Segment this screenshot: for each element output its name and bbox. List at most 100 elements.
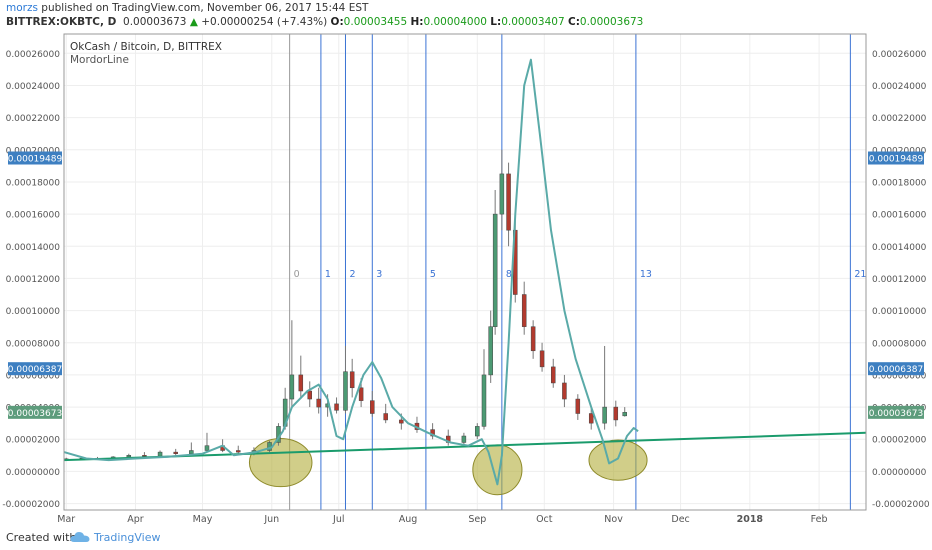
high-value: 0.00004000	[423, 16, 487, 28]
candle-body	[613, 406, 619, 421]
y-tick-label-right: 0.00002000	[872, 436, 927, 446]
close-value: 0.00003673	[579, 16, 644, 28]
x-tick-label: Feb	[811, 514, 828, 525]
last-price: 0.00003673	[123, 16, 187, 28]
x-tick-label: May	[193, 514, 213, 525]
y-tick-label-right: 0.00014000	[872, 243, 927, 253]
y-tick-label-right: 0.00012000	[872, 275, 927, 285]
candle-body	[204, 445, 210, 451]
y-tick-label-right: 0.00000000	[872, 468, 927, 478]
price-label-left: 0.00006387	[8, 365, 62, 375]
price-label-right: 0.00006387	[869, 365, 923, 375]
x-tick-label: 2018	[737, 514, 764, 525]
close-key: C:	[568, 16, 580, 28]
candle-body	[289, 374, 295, 400]
y-tick-label-right: 0.00020000	[872, 146, 927, 156]
published-text: published on TradingView.com, November 0…	[41, 2, 369, 14]
mordorline-group	[63, 58, 639, 486]
author-link[interactable]: morzs	[6, 2, 38, 14]
candle-body	[307, 390, 312, 400]
x-tick-label: Jul	[332, 514, 344, 525]
price-label-bg-left	[8, 151, 62, 165]
candle-body	[370, 400, 375, 414]
highlight-ellipse	[472, 444, 523, 496]
candle-body	[539, 350, 545, 368]
y-tick-label-left: 0.00000000	[6, 468, 61, 478]
y-tick-label-right: 0.00026000	[872, 50, 927, 60]
y-tick-label-right: 0.00008000	[872, 339, 927, 349]
y-tick-label-right: 0.00018000	[872, 178, 927, 188]
price-label-left: 0.00019489	[8, 155, 63, 165]
ohlc-line: BITTREX:OKBTC, D 0.00003673 ▲ +0.0000025…	[6, 16, 643, 28]
candle-body	[334, 403, 339, 411]
candle-body	[481, 374, 487, 427]
y-tick-label-left: 0.00010000	[6, 307, 61, 317]
y-tick-label-left: 0.00020000	[6, 146, 61, 156]
high-key: H:	[410, 16, 424, 28]
candle-body	[399, 419, 404, 424]
plot-border	[63, 33, 867, 511]
x-tick-label: Jun	[263, 514, 279, 525]
y-tick-label-left: 0.00012000	[6, 275, 61, 285]
y-tick-label-left: 0.00026000	[6, 50, 61, 60]
x-tick-label: Dec	[671, 514, 689, 525]
x-tick-label: Apr	[127, 514, 144, 525]
candle-body	[173, 451, 178, 454]
up-arrow-icon: ▲	[189, 16, 198, 28]
candle-body	[189, 450, 194, 454]
candle-body	[492, 213, 498, 327]
low-value: 0.00003407	[501, 16, 565, 28]
candle-body	[343, 371, 348, 411]
fib-label: 13	[640, 269, 652, 280]
price-label-left: 0.00003673	[8, 409, 62, 419]
x-tick-label: Aug	[399, 514, 418, 525]
fib-label: 2	[349, 269, 355, 280]
y-tick-label-left: -0.00002000	[2, 500, 60, 510]
y-tick-label-left: 0.00008000	[6, 339, 61, 349]
chart-frame	[63, 33, 867, 511]
highlight-ellipses	[248, 437, 648, 496]
x-tick-label: Oct	[536, 514, 553, 525]
candle-body	[383, 413, 388, 421]
candle-body	[316, 398, 321, 408]
price-chart[interactable]: 0 1 2 3 5 8 13 21 -0.00002000 -0.00002000 0.00000…	[0, 30, 932, 526]
chart-grid	[64, 34, 866, 510]
candle-body	[298, 374, 304, 392]
price-label-bg-right	[868, 405, 924, 419]
candle-body	[602, 406, 607, 424]
price-label-bg-left	[8, 362, 62, 376]
y-tick-label-right: 0.00022000	[872, 114, 927, 124]
candle-body	[530, 326, 536, 352]
fib-label: 0	[294, 269, 300, 280]
price-change: +0.00000254 (+7.43%)	[201, 16, 328, 28]
candle-body	[622, 412, 627, 417]
price-label-bg-left	[8, 405, 62, 419]
trendline	[63, 431, 867, 462]
candle-body	[126, 455, 132, 458]
candle-body	[142, 455, 147, 457]
y-tick-label-right: 0.00016000	[872, 211, 927, 221]
axes: -0.00002000 -0.00002000 0.00000000 0.000000…	[2, 50, 930, 525]
candle-body	[499, 173, 505, 215]
chart-subtitle: MordorLine	[70, 54, 129, 66]
candles	[63, 149, 627, 461]
y-tick-label-right: -0.00002000	[872, 500, 930, 510]
y-tick-label-left: 0.00016000	[6, 211, 61, 221]
created-with-text: Created with	[6, 531, 77, 544]
candle-body	[488, 326, 493, 376]
y-tick-label-left: 0.00022000	[6, 114, 61, 124]
mordorline-series	[63, 58, 639, 486]
open-value: 0.00003455	[343, 16, 408, 28]
price-label-right: 0.00003673	[869, 409, 923, 419]
fib-label: 1	[325, 269, 331, 280]
chart-title: OkCash / Bitcoin, D, BITTREX	[70, 41, 222, 53]
y-tick-label-right: 0.00010000	[872, 307, 927, 317]
candle-body	[562, 382, 567, 400]
candle-body	[349, 371, 355, 389]
low-key: L:	[490, 16, 502, 28]
tradingview-cloud-icon	[70, 532, 90, 542]
candle-body	[157, 451, 163, 457]
price-label-bg-right	[868, 362, 924, 376]
candle-body	[358, 387, 364, 401]
tradingview-brand-link[interactable]: TradingView	[94, 531, 161, 544]
